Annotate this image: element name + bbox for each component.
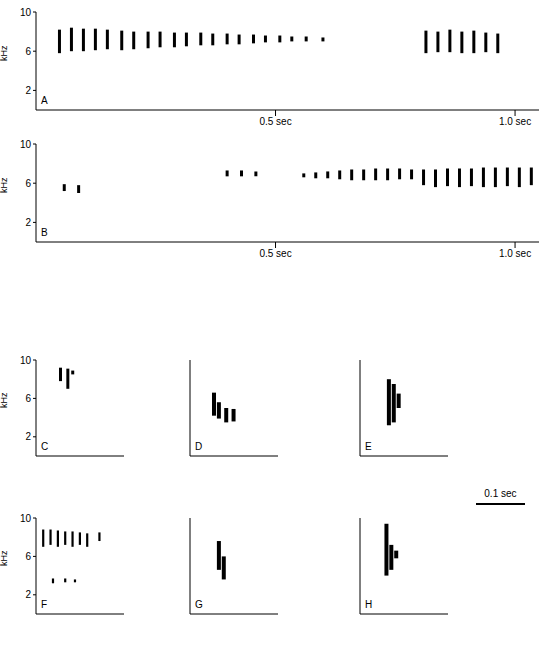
svg-text:2: 2 <box>25 589 31 600</box>
svg-text:1.0 sec: 1.0 sec <box>499 248 531 259</box>
svg-text:10: 10 <box>20 355 32 366</box>
svg-text:kHz: kHz <box>0 392 9 408</box>
html-text:F: F <box>41 599 48 610</box>
html-text:G: G <box>195 599 203 610</box>
html-text:B: B <box>41 227 48 238</box>
svg-text:10: 10 <box>20 139 32 150</box>
svg-text:2: 2 <box>25 217 31 228</box>
svg-text:1.0 sec: 1.0 sec <box>499 116 531 127</box>
svg-text:2: 2 <box>25 431 31 442</box>
html-text:0.1 sec: 0.1 sec <box>484 488 517 499</box>
html-text:H: H <box>365 599 373 610</box>
html-text:E: E <box>365 441 372 452</box>
svg-text:kHz: kHz <box>0 550 9 566</box>
html-text:C: C <box>41 441 49 452</box>
svg-text:6: 6 <box>25 46 31 57</box>
svg-text:6: 6 <box>25 393 31 404</box>
svg-text:2: 2 <box>25 85 31 96</box>
svg-text:10: 10 <box>20 513 32 524</box>
html-text:D: D <box>195 441 203 452</box>
svg-text:kHz: kHz <box>0 177 9 193</box>
svg-text:10: 10 <box>20 7 32 18</box>
svg-text:0.5 sec: 0.5 sec <box>259 248 291 259</box>
svg-text:6: 6 <box>25 551 31 562</box>
svg-text:kHz: kHz <box>0 45 9 61</box>
svg-text:6: 6 <box>25 178 31 189</box>
html-text:A: A <box>41 95 48 106</box>
svg-text:0.5 sec: 0.5 sec <box>259 116 291 127</box>
